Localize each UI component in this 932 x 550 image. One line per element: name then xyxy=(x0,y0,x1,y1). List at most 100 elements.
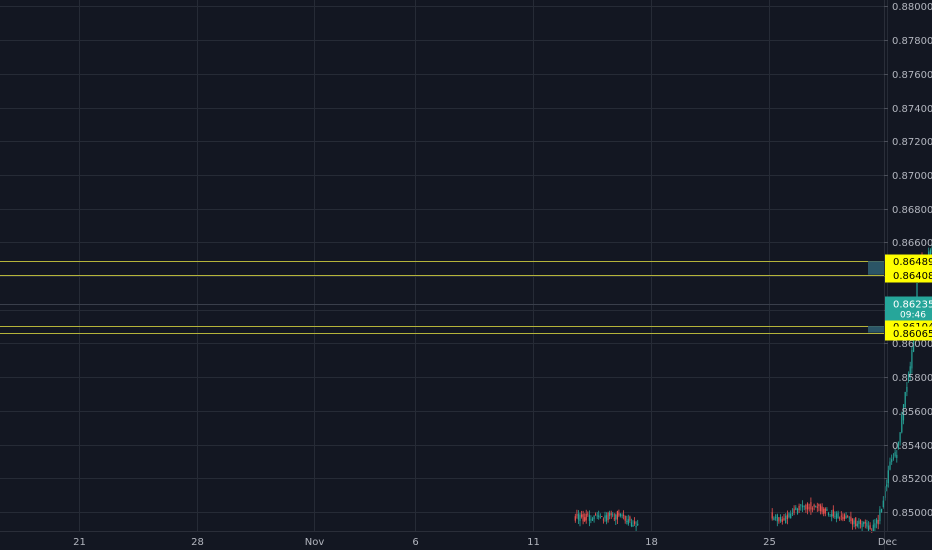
candle-body xyxy=(901,414,903,433)
candle-body xyxy=(632,525,634,527)
candle-body xyxy=(855,517,857,527)
candle-body xyxy=(815,506,817,507)
level-label: 0.86489 xyxy=(893,257,932,268)
candle-body xyxy=(618,512,620,516)
y-tick-label: 0.85800 xyxy=(892,373,932,384)
candle-body xyxy=(847,516,849,518)
level-label-bg xyxy=(885,268,932,283)
candle-body xyxy=(837,512,839,518)
candle-body xyxy=(911,350,913,369)
candle-body xyxy=(866,522,868,527)
candle-body xyxy=(602,519,604,521)
candle-body xyxy=(605,515,608,522)
candle-body xyxy=(635,526,637,528)
candle-body xyxy=(798,505,800,511)
candle-body xyxy=(785,515,787,524)
candle-body xyxy=(906,386,908,392)
candle-body xyxy=(835,513,838,519)
candle-body xyxy=(613,518,615,520)
candle-body xyxy=(897,441,899,450)
candle-body xyxy=(773,517,775,520)
candle-body xyxy=(781,519,783,522)
candle-body xyxy=(853,520,855,524)
candle-body xyxy=(831,514,833,517)
candle-body xyxy=(824,508,826,514)
candle-body xyxy=(845,516,847,519)
candle-body xyxy=(864,522,866,524)
candle-body xyxy=(829,515,831,517)
level-label: 0.86065 xyxy=(893,329,932,340)
candle-body xyxy=(780,517,782,522)
candle-body xyxy=(796,508,799,514)
candle-body xyxy=(591,518,594,521)
candle-body xyxy=(596,515,598,517)
candle-body xyxy=(627,519,629,525)
candle-body xyxy=(821,506,823,512)
y-tick-label: 0.87600 xyxy=(892,70,932,81)
candle-body xyxy=(874,523,876,528)
candle-body xyxy=(803,505,805,507)
candle-body xyxy=(909,366,911,376)
candle-body xyxy=(813,504,815,507)
x-axis[interactable]: 2128Nov6111825Dec5 xyxy=(73,537,932,548)
level-label-bg xyxy=(885,254,932,269)
candle-body xyxy=(630,522,632,527)
candle-body xyxy=(871,531,873,533)
y-tick-label: 0.87800 xyxy=(892,36,932,47)
candle-body xyxy=(783,518,785,521)
candle-body xyxy=(816,506,818,508)
candle-body xyxy=(607,513,609,520)
y-tick-label: 0.86600 xyxy=(892,238,932,249)
x-tick-label: 11 xyxy=(527,537,540,548)
candle-body xyxy=(786,514,788,519)
candle-body xyxy=(811,508,814,510)
horizontal-levels[interactable] xyxy=(0,261,884,334)
grid-lines xyxy=(0,0,888,531)
candle-body xyxy=(827,512,830,515)
candle-body xyxy=(902,404,905,421)
candle-body xyxy=(788,513,790,518)
x-tick-label: 21 xyxy=(73,537,86,548)
candle-body xyxy=(840,515,842,517)
candle-body xyxy=(585,514,587,521)
level-label: 0.86408 xyxy=(893,271,932,282)
x-tick-label: 28 xyxy=(191,537,204,548)
y-tick-label: 0.88000 xyxy=(892,2,932,13)
candle-body xyxy=(624,515,626,521)
candle-body xyxy=(776,514,778,522)
y-tick-label: 0.85600 xyxy=(892,407,932,418)
candle-body xyxy=(929,249,931,259)
candle-body xyxy=(882,500,884,507)
candle-body xyxy=(775,517,777,519)
candle-body xyxy=(577,513,579,520)
candle-body xyxy=(872,524,874,531)
candle-body xyxy=(588,514,590,521)
candle-body xyxy=(863,521,865,524)
candle-body xyxy=(876,519,878,524)
candle-body xyxy=(805,505,807,510)
candle-body xyxy=(818,504,820,507)
candle-body xyxy=(790,513,792,519)
level-label-bg xyxy=(885,326,932,341)
candle-body xyxy=(629,516,631,521)
candle-body xyxy=(801,505,804,508)
candle-body xyxy=(819,505,822,511)
range-box-top xyxy=(868,261,884,275)
candle-body xyxy=(579,514,581,521)
candle-body xyxy=(623,514,625,516)
candle-body xyxy=(858,521,860,524)
y-tick-label: 0.87400 xyxy=(892,104,932,115)
candle-body xyxy=(574,516,576,521)
current-price-label-bg xyxy=(885,296,932,321)
x-tick-label: 6 xyxy=(412,537,418,548)
candle-body xyxy=(800,504,802,506)
candle-body xyxy=(581,514,583,517)
range-box xyxy=(868,261,884,333)
candle-body xyxy=(842,516,844,520)
y-tick-label: 0.87000 xyxy=(892,171,932,182)
candle-body xyxy=(850,516,852,522)
range-box-bottom xyxy=(868,326,884,333)
candle-body xyxy=(778,517,780,522)
candle-body xyxy=(843,514,846,519)
